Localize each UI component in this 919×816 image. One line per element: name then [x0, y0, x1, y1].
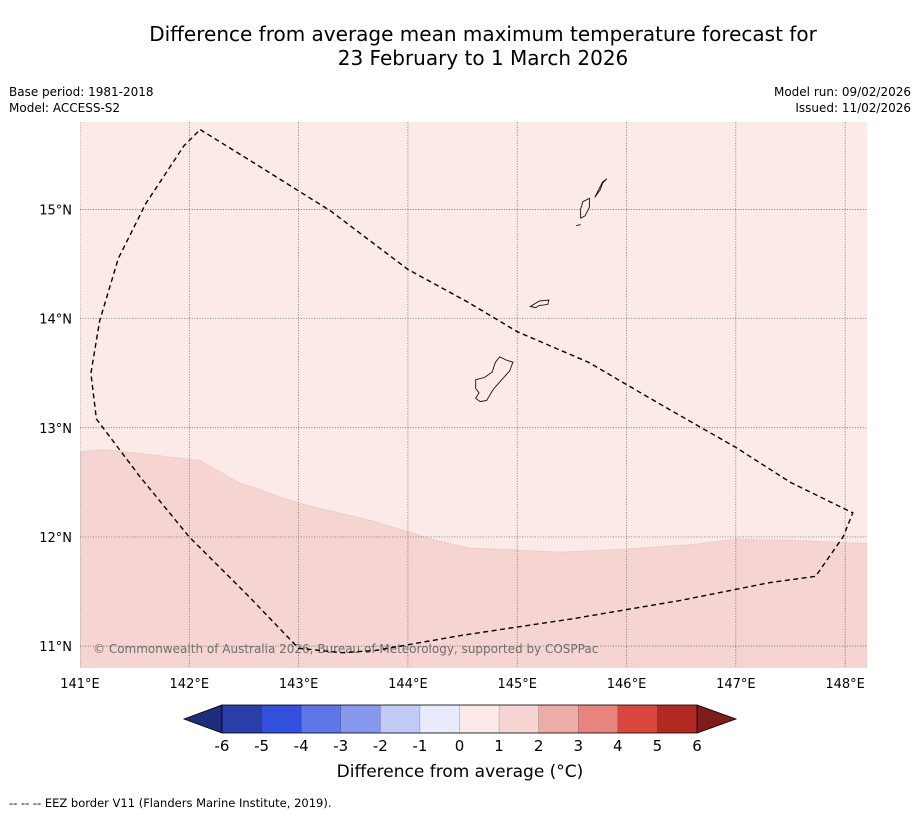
- colorbar-swatch: [261, 705, 302, 733]
- colorbar-swatch: [499, 705, 539, 733]
- colorbar-tick-label: 1: [494, 737, 504, 755]
- colorbar-under-arrow: [182, 704, 223, 734]
- lat-tick-label: 15°N: [39, 203, 72, 218]
- colorbar-swatch: [617, 705, 658, 733]
- colorbar-tick-label: 3: [573, 737, 583, 755]
- colorbar-swatch: [380, 705, 421, 733]
- base-period: Base period: 1981-2018: [9, 85, 154, 99]
- lon-tick-label: 144°E: [388, 677, 428, 692]
- lon-tick-label: 147°E: [716, 677, 756, 692]
- title-line-1: Difference from average mean maximum tem…: [149, 22, 817, 46]
- colorbar-title: Difference from average (°C): [336, 762, 584, 782]
- lon-tick-label: 142°E: [170, 677, 210, 692]
- meta-left: Base period: 1981-2018 Model: ACCESS-S2: [9, 84, 154, 116]
- lon-tick-label: 141°E: [60, 677, 100, 692]
- issued-date: Issued: 11/02/2026: [795, 101, 911, 115]
- island-guam: [475, 356, 514, 403]
- copyright-watermark: © Commonwealth of Australia 2026, Bureau…: [93, 642, 598, 656]
- colorbar-tick-label: -1: [412, 737, 427, 755]
- colorbar-tick-label: 6: [692, 737, 702, 755]
- lat-tick-label: 13°N: [39, 422, 72, 437]
- colorbar-tick-label: -6: [215, 737, 230, 755]
- colorbar-swatch: [578, 705, 619, 733]
- colorbar-swatch: [301, 705, 342, 733]
- colorbar-tick-label: -2: [373, 737, 388, 755]
- colorbar-over-arrow: [696, 704, 738, 734]
- colorbar-swatch: [340, 705, 381, 733]
- lat-tick-label: 11°N: [39, 640, 72, 655]
- lon-tick-label: 146°E: [607, 677, 647, 692]
- colorbar-tick-label: 0: [455, 737, 465, 755]
- lat-tick-label: 12°N: [39, 531, 72, 546]
- lon-tick-label: 145°E: [497, 677, 537, 692]
- colorbar-tick-label: 4: [613, 737, 623, 755]
- model-run: Model run: 09/02/2026: [773, 85, 911, 99]
- map-canvas[interactable]: © Commonwealth of Australia 2026, Bureau…: [0, 0, 919, 760]
- colorbar-tick-label: -3: [333, 737, 348, 755]
- colorbar-tick-label: -4: [294, 737, 309, 755]
- title-line-2: 23 February to 1 March 2026: [337, 46, 629, 70]
- anomaly-region-1-to-2: [80, 449, 867, 668]
- lon-tick-label: 148°E: [825, 677, 865, 692]
- colorbar-tick-label: 5: [653, 737, 663, 755]
- meta-right: Model run: 09/02/2026 Issued: 11/02/2026: [774, 84, 911, 116]
- island-tinian: [580, 197, 590, 219]
- colorbar-swatch: [419, 705, 460, 733]
- lon-tick-label: 143°E: [279, 677, 319, 692]
- model-name: Model: ACCESS-S2: [9, 101, 121, 115]
- island-rota: [529, 299, 550, 309]
- chart-title: Difference from average mean maximum tem…: [0, 22, 919, 70]
- colorbar-outline: [221, 704, 698, 734]
- colorbar-swatch: [222, 705, 262, 733]
- eez-footnote: -- -- -- EEZ border V11 (Flanders Marine…: [9, 796, 332, 810]
- colorbar-swatch: [538, 705, 579, 733]
- colorbar-swatch: [459, 705, 500, 733]
- colorbar: -6 -5 -4 -3 -2 -1 0 1 2 3 4 5 6: [182, 704, 738, 755]
- eez-border: [90, 129, 854, 654]
- colorbar-swatch: [657, 705, 698, 733]
- lat-tick-label: 14°N: [39, 313, 72, 328]
- map-area: © Commonwealth of Australia 2026, Bureau…: [80, 122, 867, 668]
- island-aguijan: [576, 224, 581, 227]
- colorbar-tick-label: 2: [534, 737, 544, 755]
- island-saipan: [594, 178, 608, 198]
- colorbar-tick-label: -5: [254, 737, 269, 755]
